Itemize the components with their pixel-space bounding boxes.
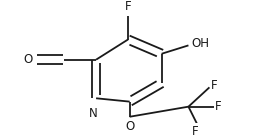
Text: F: F bbox=[192, 125, 198, 138]
Text: F: F bbox=[215, 100, 222, 113]
Text: F: F bbox=[211, 79, 218, 92]
Text: O: O bbox=[23, 53, 32, 66]
Text: F: F bbox=[125, 1, 131, 14]
Text: OH: OH bbox=[191, 37, 209, 50]
Text: N: N bbox=[89, 107, 98, 120]
Text: O: O bbox=[125, 120, 134, 133]
